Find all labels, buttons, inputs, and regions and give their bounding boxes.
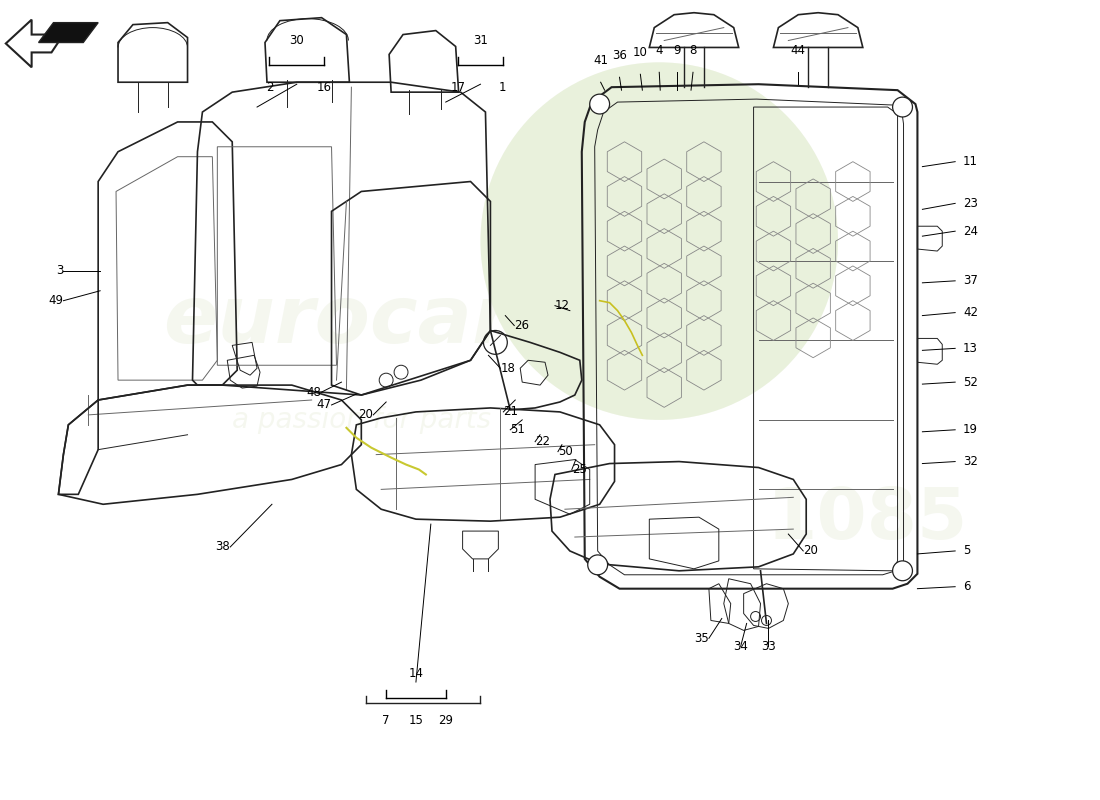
Text: 44: 44 [791, 44, 806, 58]
Text: 38: 38 [216, 541, 230, 554]
Text: 47: 47 [317, 398, 331, 411]
Text: 18: 18 [500, 362, 515, 374]
Text: 1: 1 [499, 82, 507, 94]
Polygon shape [39, 22, 98, 42]
Circle shape [587, 555, 607, 574]
Text: 35: 35 [694, 632, 708, 645]
Text: 51: 51 [510, 423, 525, 436]
Text: 19: 19 [964, 423, 978, 436]
Text: 20: 20 [803, 545, 818, 558]
Text: 4: 4 [656, 44, 663, 58]
Text: 36: 36 [612, 50, 627, 62]
Text: 52: 52 [964, 376, 978, 389]
Text: 7: 7 [383, 714, 389, 727]
Text: 22: 22 [535, 435, 550, 448]
Text: 9: 9 [673, 44, 681, 58]
Text: 6: 6 [964, 580, 970, 593]
Text: 50: 50 [558, 445, 573, 458]
Text: 10: 10 [632, 46, 648, 59]
Text: 41: 41 [593, 54, 608, 67]
Text: 30: 30 [289, 34, 304, 47]
Text: 8: 8 [690, 44, 696, 58]
Text: 21: 21 [504, 406, 518, 418]
Circle shape [892, 97, 913, 117]
Circle shape [892, 561, 913, 581]
Text: 13: 13 [964, 342, 978, 355]
Text: a passion for parts: a passion for parts [232, 406, 491, 434]
Circle shape [590, 94, 609, 114]
Text: 31: 31 [473, 34, 488, 47]
Text: 1085: 1085 [767, 485, 968, 554]
Text: 29: 29 [438, 714, 453, 727]
Text: 33: 33 [761, 640, 776, 653]
Text: eurocars: eurocars [163, 282, 560, 359]
Text: 26: 26 [515, 319, 529, 332]
Text: 42: 42 [964, 306, 978, 319]
Text: 23: 23 [964, 197, 978, 210]
Text: 20: 20 [359, 408, 373, 422]
Text: 49: 49 [48, 294, 64, 307]
Text: 48: 48 [307, 386, 321, 398]
Circle shape [481, 62, 838, 420]
Text: 37: 37 [964, 274, 978, 287]
Text: 12: 12 [556, 299, 570, 312]
Text: 3: 3 [56, 265, 64, 278]
Text: 14: 14 [408, 667, 424, 680]
Text: 32: 32 [964, 455, 978, 468]
Text: 15: 15 [408, 714, 424, 727]
Circle shape [481, 62, 838, 420]
Text: 34: 34 [734, 640, 748, 653]
Text: 5: 5 [964, 545, 970, 558]
Text: 25: 25 [572, 463, 586, 476]
Text: 11: 11 [964, 155, 978, 168]
Text: 2: 2 [266, 82, 273, 94]
Text: 17: 17 [451, 82, 465, 94]
Text: 16: 16 [317, 82, 331, 94]
Text: 24: 24 [964, 225, 978, 238]
